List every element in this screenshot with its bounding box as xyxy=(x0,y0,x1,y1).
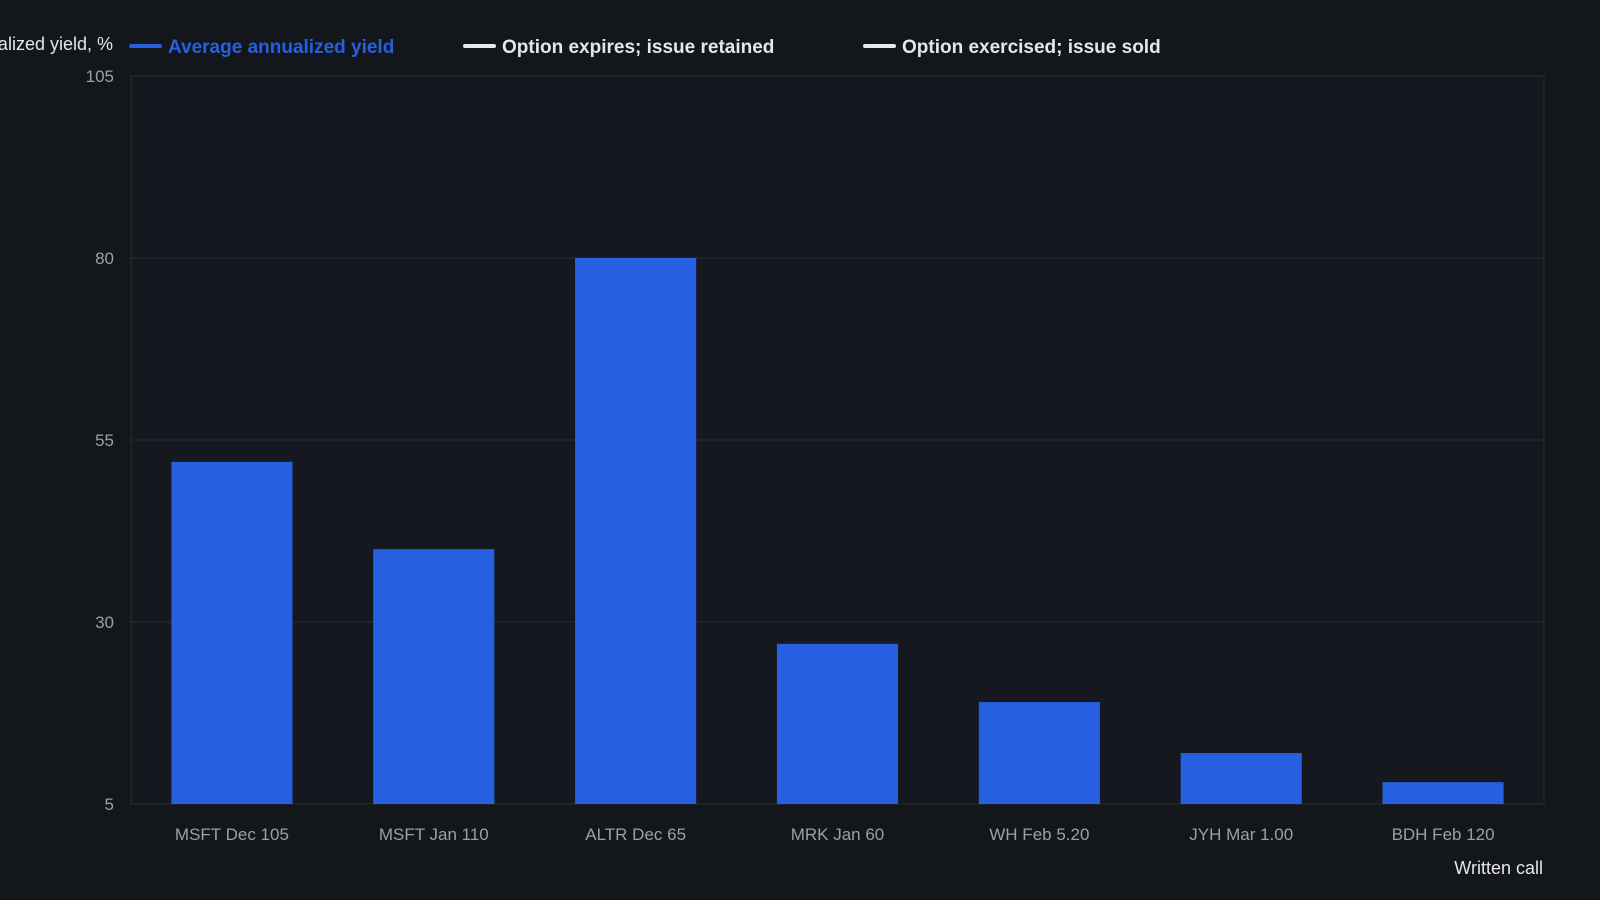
y-tick-label: 105 xyxy=(86,67,114,86)
bar xyxy=(978,702,1100,804)
x-tick-label: MRK Jan 60 xyxy=(791,825,885,844)
legend-label: Average annualized yield xyxy=(168,37,394,58)
bar xyxy=(1180,753,1302,804)
bar xyxy=(575,258,697,804)
x-tick-label: MSFT Jan 110 xyxy=(379,825,489,844)
x-tick-label: MSFT Dec 105 xyxy=(175,825,289,844)
bar xyxy=(776,643,899,804)
bars xyxy=(171,258,1504,804)
x-axis-ticks: MSFT Dec 105 MSFT Jan 110 ALTR Dec 65 MRK J… xyxy=(175,825,1495,844)
bar xyxy=(1382,782,1504,804)
y-tick-label: 5 xyxy=(105,795,114,814)
legend-label: Option exercised; issue sold xyxy=(902,37,1161,58)
legend: Average annualized yield Option expires; … xyxy=(129,37,1161,58)
x-tick-label: BDH Feb 120 xyxy=(1392,825,1495,844)
gridlines xyxy=(131,75,1544,805)
legend-label: Option expires; issue retained xyxy=(502,37,774,58)
x-tick-label: WH Feb 5.20 xyxy=(989,825,1089,844)
y-tick-label: 55 xyxy=(95,431,114,450)
x-axis-title: Written call xyxy=(1454,858,1543,878)
y-tick-label: 30 xyxy=(95,613,114,632)
legend-item[interactable]: Option exercised; issue sold xyxy=(863,37,1161,58)
y-axis-title: Average annualized yield, % xyxy=(0,34,113,54)
legend-item[interactable]: Option expires; issue retained xyxy=(463,37,774,58)
bar xyxy=(171,461,293,804)
legend-item[interactable]: Average annualized yield xyxy=(129,37,394,58)
y-tick-label: 80 xyxy=(95,249,114,268)
x-tick-label: JYH Mar 1.00 xyxy=(1189,825,1293,844)
y-axis-ticks: 5 30 55 80 105 xyxy=(86,67,114,814)
x-tick-label: ALTR Dec 65 xyxy=(585,825,686,844)
bar xyxy=(373,549,495,804)
